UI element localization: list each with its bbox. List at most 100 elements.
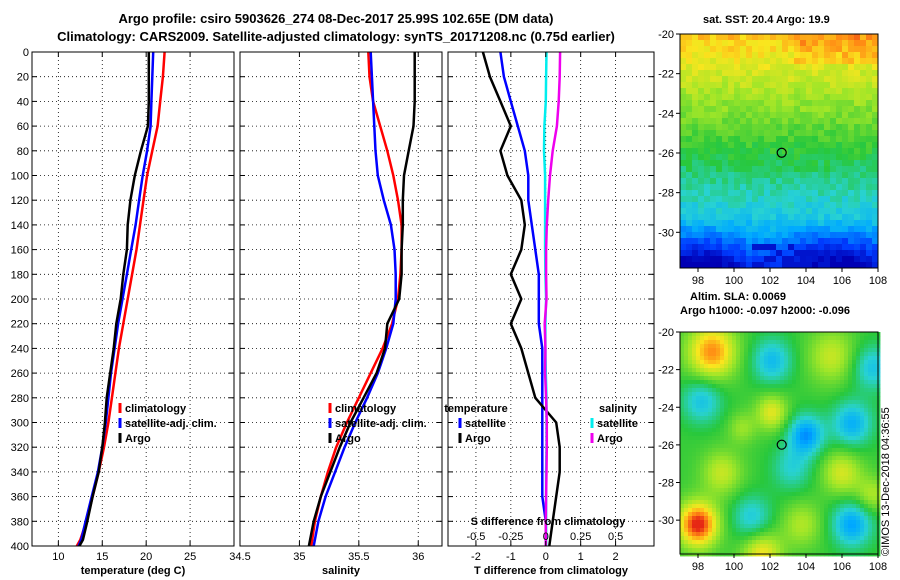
- map-cell: [740, 520, 745, 525]
- map-cell: [756, 496, 761, 501]
- map-cell: [808, 504, 813, 509]
- map-cell: [806, 118, 813, 125]
- map-cell: [732, 332, 737, 337]
- map-cell: [770, 214, 777, 221]
- map-cell: [740, 178, 747, 185]
- map-cell: [804, 352, 809, 357]
- map-cell: [698, 64, 705, 71]
- map-cell: [768, 480, 773, 485]
- map-cell: [840, 512, 845, 517]
- map-cell: [830, 52, 837, 59]
- map-cell: [818, 196, 825, 203]
- map-cell: [818, 154, 825, 161]
- map-cell: [748, 484, 753, 489]
- map-cell: [704, 360, 709, 365]
- map-cell: [848, 404, 853, 409]
- map-cell: [818, 166, 825, 173]
- map-cell: [698, 196, 705, 203]
- map-cell: [688, 396, 693, 401]
- map-cell: [680, 112, 687, 119]
- map-cell: [700, 452, 705, 457]
- map-cell: [776, 516, 781, 521]
- map-cell: [852, 524, 857, 529]
- map-cell: [818, 208, 825, 215]
- map-cell: [818, 94, 825, 101]
- map-cell: [708, 392, 713, 397]
- map-cell: [752, 440, 757, 445]
- map-cell: [746, 52, 753, 59]
- map-cell: [732, 436, 737, 441]
- x-tick-label: 25: [184, 551, 196, 563]
- map-cell: [692, 520, 697, 525]
- map-cell: [724, 492, 729, 497]
- map-cell: [836, 368, 841, 373]
- map-cell: [792, 512, 797, 517]
- map-cell: [820, 464, 825, 469]
- map-cell: [700, 404, 705, 409]
- map-cell: [840, 368, 845, 373]
- map-cell: [712, 348, 717, 353]
- map-cell: [746, 256, 753, 263]
- map-cell: [848, 472, 853, 477]
- map-cell: [680, 214, 687, 221]
- map-cell: [768, 488, 773, 493]
- map-cell: [772, 332, 777, 337]
- map-cell: [836, 416, 841, 421]
- map-cell: [680, 488, 685, 493]
- map-cell: [764, 528, 769, 533]
- map-cell: [758, 106, 765, 113]
- map-cell: [844, 432, 849, 437]
- map-cell: [772, 404, 777, 409]
- map-cell: [808, 404, 813, 409]
- map-cell: [794, 82, 801, 89]
- map-cell: [708, 480, 713, 485]
- map-cell: [780, 384, 785, 389]
- map-cell: [782, 76, 789, 83]
- map-cell: [752, 244, 759, 251]
- map-cell: [806, 244, 813, 251]
- map-cell: [708, 340, 713, 345]
- map-cell: [716, 136, 723, 143]
- map-cell: [792, 484, 797, 489]
- map-cell: [812, 88, 819, 95]
- map-cell: [812, 118, 819, 125]
- map-cell: [696, 492, 701, 497]
- map-cell: [844, 428, 849, 433]
- map-cell: [728, 464, 733, 469]
- map-cell: [736, 512, 741, 517]
- map-cell: [812, 364, 817, 369]
- map-cell: [772, 400, 777, 405]
- map-cell: [720, 532, 725, 537]
- map-cell: [686, 238, 693, 245]
- map-cell: [684, 524, 689, 529]
- map-cell: [692, 508, 697, 513]
- x-tick-label: 106: [833, 561, 851, 573]
- map-cell: [848, 148, 855, 155]
- map-cell: [752, 540, 757, 545]
- map-cell: [804, 444, 809, 449]
- map-cell: [696, 352, 701, 357]
- x-tick-label: 106: [833, 275, 851, 287]
- map-cell: [688, 548, 693, 553]
- map-cell: [770, 82, 777, 89]
- map-cell: [732, 424, 737, 429]
- map-cell: [830, 118, 837, 125]
- map-cell: [740, 238, 747, 245]
- map-cell: [842, 184, 849, 191]
- map-cell: [848, 46, 855, 53]
- map-cell: [854, 46, 861, 53]
- map-cell: [854, 256, 861, 263]
- map-cell: [712, 476, 717, 481]
- map-cell: [836, 432, 841, 437]
- map-cell: [812, 468, 817, 473]
- map-cell: [740, 64, 747, 71]
- map-cell: [796, 504, 801, 509]
- map-cell: [818, 142, 825, 149]
- map-cell: [828, 548, 833, 553]
- map-cell: [724, 380, 729, 385]
- map-cell: [716, 94, 723, 101]
- map-cell: [770, 52, 777, 59]
- map-cell: [768, 472, 773, 477]
- map-cell: [698, 34, 705, 41]
- map-cell: [800, 420, 805, 425]
